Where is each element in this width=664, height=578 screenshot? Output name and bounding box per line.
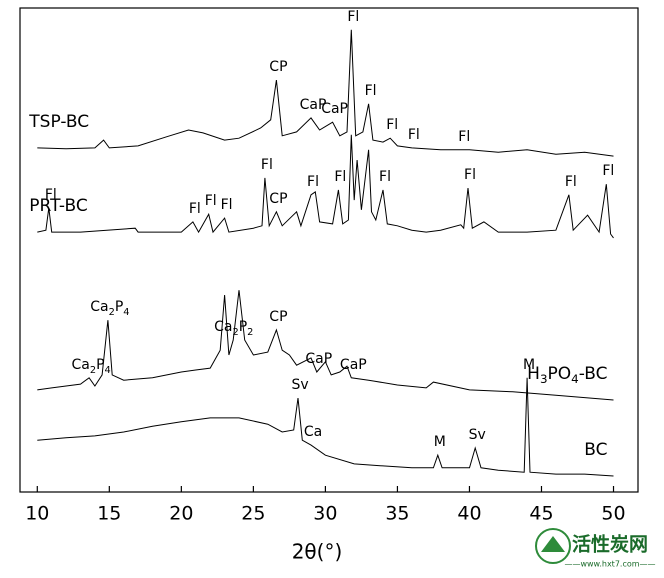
peak-label: Fl [45, 187, 57, 203]
peak-label: Ca2P2 [214, 319, 253, 338]
peak-label: Fl [379, 169, 391, 185]
series-label: PRT-BC [29, 196, 87, 216]
peak-label: Fl [365, 83, 377, 99]
xrd-trace [37, 29, 614, 157]
peak-label: CP [269, 309, 287, 325]
plot-frame [19, 7, 639, 493]
peak-label: Fl [189, 201, 201, 217]
peak-label: CaP [321, 101, 348, 117]
peak-label: Fl [261, 157, 273, 173]
peak-label: M [523, 357, 535, 373]
x-tick-label: 50 [601, 503, 625, 525]
watermark-icon [541, 536, 565, 552]
xrd-trace [37, 377, 614, 477]
peak-label: Ca2P4 [72, 357, 111, 376]
x-tick-label: 15 [97, 503, 121, 525]
xrd-trace [37, 290, 614, 401]
peak-label: Fl [205, 193, 217, 209]
peak-label: Sv [469, 427, 486, 443]
peak-label: Fl [464, 167, 476, 183]
watermark-title: 活性炭网 [572, 533, 648, 556]
x-tick-label: 45 [529, 503, 553, 525]
peak-label: Fl [347, 9, 359, 25]
x-tick-label: 40 [457, 503, 481, 525]
peak-label: CaP [305, 351, 332, 367]
peak-label: Fl [565, 174, 577, 190]
peak-label: Ca2P4 [90, 299, 129, 318]
peak-label: Fl [221, 197, 233, 213]
x-tick-label: 35 [385, 503, 409, 525]
series-label: BC [584, 440, 607, 460]
x-tick-label: 10 [25, 503, 49, 525]
xrd-trace [37, 134, 614, 239]
peak-label: Fl [334, 169, 346, 185]
x-tick-label: 25 [241, 503, 265, 525]
peak-label: CP [269, 191, 287, 207]
peak-label: Fl [386, 117, 398, 133]
watermark-url: ——www.hxt7.com—— [564, 560, 655, 569]
peak-label: Ca [304, 424, 322, 440]
peak-label: Fl [458, 129, 470, 145]
watermark: 活性炭网 ——www.hxt7.com—— [535, 528, 656, 569]
peak-label: Sv [291, 377, 308, 393]
x-tick-label: 20 [169, 503, 193, 525]
peak-label: M [434, 434, 446, 450]
x-axis-title: 2θ(°) [292, 540, 343, 564]
x-tick-label: 30 [313, 503, 337, 525]
peak-label: Fl [408, 127, 420, 143]
series-label: H3PO4-BC [527, 364, 607, 386]
series-label: TSP-BC [28, 112, 89, 132]
peak-label: CaP [300, 97, 327, 113]
peak-label: CaP [340, 357, 367, 373]
peak-label: Fl [602, 163, 614, 179]
peak-label: Fl [307, 174, 319, 190]
peak-label: CP [269, 59, 287, 75]
